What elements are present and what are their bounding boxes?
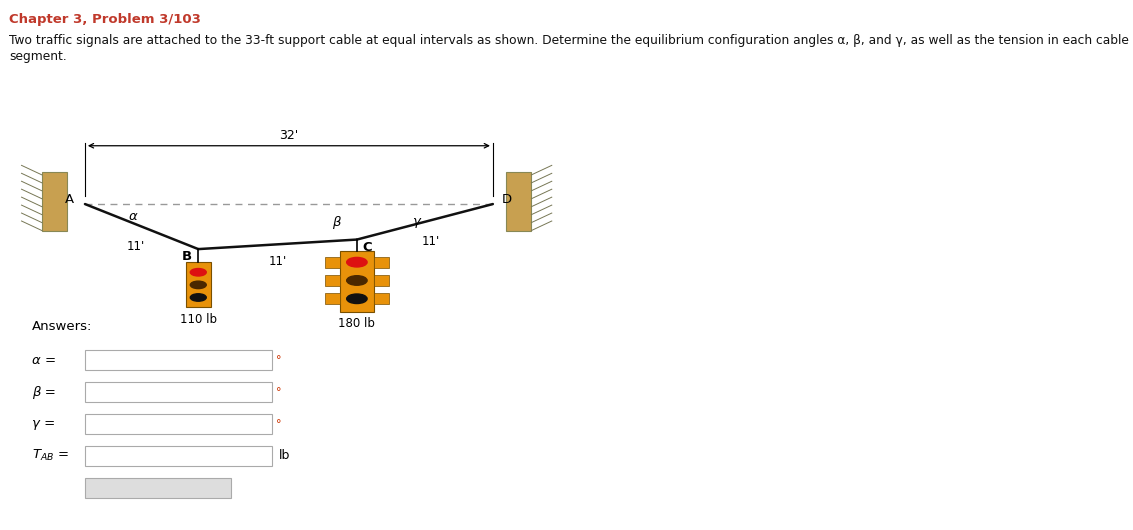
Text: °: ° [276,419,282,429]
Circle shape [347,276,367,285]
Bar [324,275,340,286]
Text: 110 lb: 110 lb [180,313,216,326]
Text: 11': 11' [421,235,440,248]
Text: α =: α = [32,354,56,367]
Text: 11': 11' [269,255,287,268]
Bar [85,478,231,498]
Text: γ =: γ = [32,418,56,430]
Circle shape [347,258,367,267]
Text: 180 lb: 180 lb [339,317,375,331]
Text: Answers:: Answers: [32,320,92,333]
Text: D: D [502,193,512,206]
Text: β =: β = [32,386,56,399]
Bar [42,172,67,231]
Text: segment.: segment. [9,50,67,64]
Bar [85,414,272,434]
Bar [324,293,340,304]
Text: 32': 32' [280,128,298,142]
Bar [85,382,272,402]
Text: C: C [363,241,372,254]
Text: °: ° [276,356,282,365]
Bar [85,446,272,466]
Bar [374,275,390,286]
Circle shape [347,294,367,304]
Bar [324,257,340,268]
Text: Chapter 3, Problem 3/103: Chapter 3, Problem 3/103 [9,13,201,26]
Circle shape [190,281,206,289]
Circle shape [190,269,206,276]
Bar [374,257,390,268]
Text: β: β [332,216,341,229]
Text: lb: lb [279,449,290,462]
Bar [506,172,531,231]
Text: α: α [128,210,137,224]
Text: 11': 11' [127,240,145,253]
Text: A: A [65,193,74,206]
Text: B: B [181,250,191,263]
Bar [340,251,374,312]
Text: $T_{AB}$ =: $T_{AB}$ = [32,448,69,463]
Text: °: ° [276,387,282,397]
Text: γ: γ [412,215,419,228]
Text: Two traffic signals are attached to the 33-ft support cable at equal intervals a: Two traffic signals are attached to the … [9,34,1128,48]
Bar [186,262,211,307]
Bar [85,350,272,370]
Bar [374,293,390,304]
Circle shape [190,294,206,301]
